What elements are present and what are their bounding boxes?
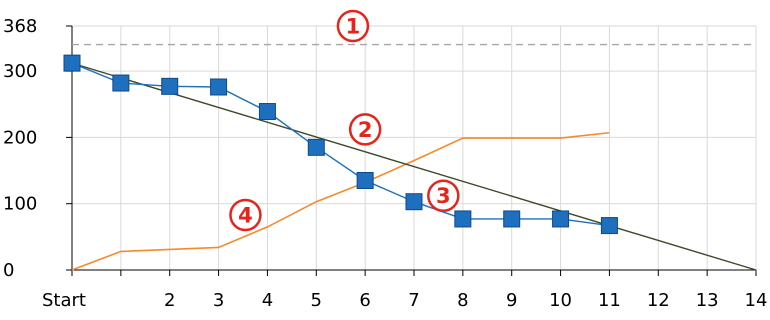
completed-work-line (71, 131, 610, 271)
remaining-work-marker (63, 54, 81, 72)
x-tick-label: 13 (696, 290, 719, 311)
remaining-work-marker (307, 138, 325, 156)
x-tick-label: 14 (745, 290, 768, 311)
ideal-trend-line (71, 62, 757, 271)
remaining-work-marker (161, 77, 179, 95)
remaining-work-marker (552, 210, 570, 228)
callout-circle (229, 198, 262, 232)
callout-label: 4 (238, 203, 253, 227)
x-tick-label: 11 (598, 290, 621, 311)
remaining-work-marker (503, 210, 521, 228)
y-tick-label: 200 (3, 127, 37, 148)
y-tick-label: 300 (3, 61, 37, 82)
x-tick-label: 9 (506, 290, 517, 311)
remaining-work-marker (405, 193, 423, 211)
x-tick-label: 7 (408, 290, 419, 311)
callout-circle (348, 113, 382, 146)
x-tick-label: 6 (359, 290, 370, 311)
x-tick-label: 5 (311, 290, 322, 311)
remaining-work-marker (356, 171, 374, 189)
remaining-work-marker (258, 103, 276, 121)
x-tick-label: 3 (213, 290, 224, 311)
x-tick-label: 4 (262, 290, 273, 311)
remaining-work-marker (600, 217, 618, 235)
x-tick-label: Start (42, 290, 86, 311)
y-tick-label: 100 (3, 194, 37, 215)
callout-circle (427, 179, 460, 212)
callout-circle (336, 9, 370, 43)
remaining-work-marker (454, 210, 472, 228)
chart-callouts: 1 2 3 4 (229, 9, 460, 232)
callout-label: 2 (358, 118, 373, 142)
chart-series (63, 43, 757, 271)
x-tick-label: 10 (549, 290, 572, 311)
x-tick-label: 12 (647, 290, 670, 311)
x-tick-label: 2 (164, 290, 175, 311)
chart-grid (72, 25, 757, 270)
x-tick-label: 8 (457, 290, 468, 311)
remaining-work-marker (112, 74, 130, 92)
y-tick-label: 368 (3, 16, 37, 37)
callout-label: 3 (436, 184, 451, 208)
remaining-work-marker (210, 78, 228, 96)
callout-label: 1 (346, 15, 361, 39)
y-tick-label: 0 (3, 260, 14, 281)
